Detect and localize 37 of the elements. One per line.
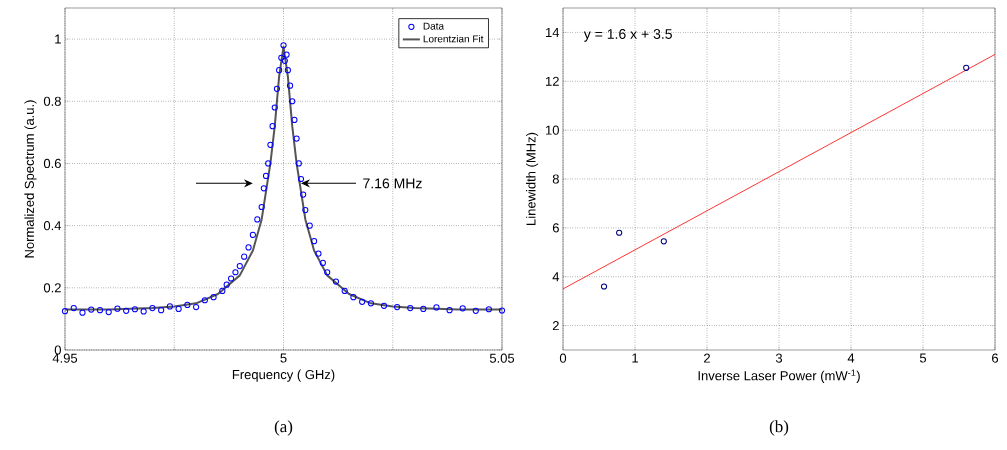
x-tick-label: 6 <box>992 353 999 363</box>
point <box>616 229 623 236</box>
x-tick-label: 5 <box>280 353 287 363</box>
x-tick-label: 4.95 <box>52 353 78 363</box>
y-axis-title: Linewidth (MHz) <box>526 132 539 225</box>
x-tick-label: 5 <box>919 353 927 363</box>
point <box>963 64 970 71</box>
y-tick-label: 1 <box>55 34 61 44</box>
y-tick-label: 0 <box>54 345 61 355</box>
y-tick-label: 8 <box>552 174 559 184</box>
y-tick-label: 14 <box>546 27 560 37</box>
y-tick-label: 0.8 <box>43 96 61 106</box>
legend-label: Data <box>423 22 445 30</box>
x-tick-label: 2 <box>704 353 710 363</box>
y-tick-label: 0.6 <box>43 158 61 169</box>
x-tick-label: 5.05 <box>489 353 515 363</box>
y-tick-label: 2 <box>552 321 559 331</box>
y-tick-label: 0.2 <box>43 283 61 293</box>
y-tick-label: 10 <box>546 125 559 135</box>
x-tick-label: 4 <box>847 353 855 363</box>
text: (b) <box>769 420 789 436</box>
point <box>660 238 667 245</box>
point <box>600 283 608 290</box>
x-axis-title: Inverse Laser Power (mW$^{-1}$) <box>698 369 860 383</box>
x-tick-label: 1 <box>632 353 638 363</box>
annotation: 7.16 MHz <box>363 178 422 189</box>
x-axis-title: Frequency ( GHz) <box>232 369 335 382</box>
y-tick-label: 0.4 <box>43 221 62 231</box>
text: (a) <box>274 420 293 436</box>
y-tick-label: 4 <box>552 272 560 282</box>
y-tick-label: 6 <box>552 223 559 233</box>
annotation: y = 1.6 x + 3.5 <box>583 29 672 42</box>
legend-label: Lorentzian Fit <box>423 35 484 43</box>
y-axis-title: Normalized Spectrum (a.u.) <box>24 100 37 258</box>
x-tick-label: 0 <box>559 353 567 363</box>
x-tick-label: 3 <box>775 353 783 363</box>
y-tick-label: 12 <box>546 76 559 86</box>
